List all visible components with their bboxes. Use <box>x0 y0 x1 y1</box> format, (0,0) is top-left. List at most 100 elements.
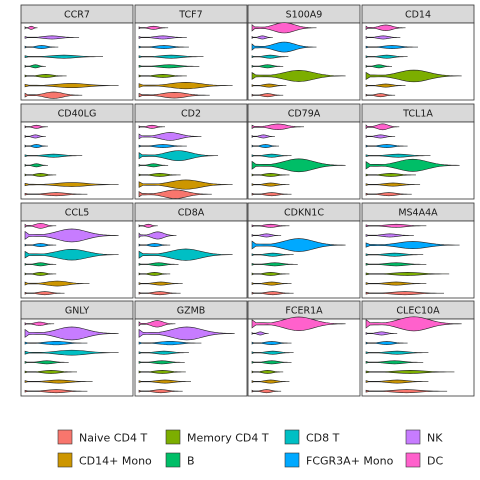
violin-cd40lg-b <box>24 163 48 168</box>
violin-ms4a4a-fcgr3a-mono <box>365 241 460 249</box>
violin-gnly-dc <box>24 321 55 326</box>
panel-ccr7: CCR7 <box>20 4 134 101</box>
legend-label: Naive CD4 T <box>79 432 147 445</box>
legend-label: NK <box>427 432 443 445</box>
panel-cd2: CD2 <box>134 103 248 200</box>
violin-ccl5-naive-cd4-t <box>24 291 65 296</box>
violin-s100a9-fcgr3a-mono <box>251 41 317 53</box>
legend-item-fcgr3a-mono: FCGR3A+ Mono <box>284 452 394 468</box>
violin-tcf7-naive-cd4-t <box>138 91 210 99</box>
violin-ccl5-cd14-mono <box>24 280 90 287</box>
violin-cd14-nk <box>365 35 401 40</box>
violin-gzmb-dc <box>138 320 176 328</box>
violin-ccr7-cd14-mono <box>24 83 119 89</box>
violin-gzmb-cd8-t <box>138 350 189 355</box>
panel-plot-area <box>247 220 361 299</box>
violin-cdkn1c-nk <box>251 233 282 238</box>
violin-cd79a-nk <box>251 134 275 139</box>
legend-swatch <box>165 429 181 445</box>
panel-plot-area <box>247 22 361 101</box>
violin-ccl5-nk <box>24 228 119 243</box>
panel-plot-area <box>361 22 475 101</box>
legend-label: Memory CD4 T <box>187 432 269 445</box>
violin-ccr7-memory-cd4-t <box>24 74 67 78</box>
violin-cdkn1c-cd14-mono <box>251 281 292 286</box>
panel-title-clec10a: CLEC10A <box>396 306 440 317</box>
violin-cd8a-cd14-mono <box>138 281 183 286</box>
panel-ms4a4a: MS4A4A <box>361 202 475 299</box>
panel-title-s100a9: S100A9 <box>286 10 323 21</box>
facet-panels: CCR7 TCF7 S100A9 CD14 CD40LG CD2 CD79A TCL1A CCL… <box>20 4 475 397</box>
violin-cd2-cd14-mono <box>138 179 233 190</box>
violin-cd2-naive-cd4-t <box>138 189 212 199</box>
panel-tcf7: TCF7 <box>134 4 248 101</box>
panel-title-cd40lg: CD40LG <box>58 109 97 120</box>
violin-cd14-b <box>365 64 393 69</box>
panel-title-ccl5: CCL5 <box>65 208 90 219</box>
violin-gnly-memory-cd4-t <box>24 370 78 374</box>
violin-gnly-naive-cd4-t <box>24 389 88 394</box>
violin-gzmb-memory-cd4-t <box>138 370 186 374</box>
violin-gzmb-nk <box>138 326 235 341</box>
panel-title-gzmb: GZMB <box>177 306 206 317</box>
violin-fcer1a-b <box>251 360 292 365</box>
violin-ms4a4a-cd14-mono <box>365 281 427 286</box>
legend-swatch <box>57 429 73 445</box>
violin-ms4a4a-dc <box>365 223 427 228</box>
violin-tcl1a-nk <box>365 134 396 139</box>
violin-cd79a-naive-cd4-t <box>251 192 292 197</box>
violin-cd40lg-cd14-mono <box>24 182 119 187</box>
violin-cd2-dc <box>138 124 166 129</box>
violin-fcer1a-cd8-t <box>251 350 294 355</box>
violin-cd40lg-nk <box>24 134 46 139</box>
violin-cdkn1c-memory-cd4-t <box>251 272 290 276</box>
violin-tcf7-memory-cd4-t <box>138 74 187 78</box>
panel-title-ms4a4a: MS4A4A <box>398 208 438 219</box>
violin-cd14-memory-cd4-t <box>365 69 462 83</box>
violin-s100a9-cd8-t <box>251 54 289 59</box>
violin-cdkn1c-fcgr3a-mono <box>251 238 346 252</box>
violin-clec10a-nk <box>365 331 398 336</box>
violin-tcl1a-memory-cd4-t <box>365 173 416 177</box>
legend-item-naive-cd4-t: Naive CD4 T <box>57 429 147 445</box>
violin-ccr7-dc <box>24 25 38 30</box>
violin-cd8a-memory-cd4-t <box>138 272 171 276</box>
panel-cd79a: CD79A <box>247 103 361 200</box>
legend-label: B <box>187 455 195 468</box>
panel-ccl5: CCL5 <box>20 202 134 299</box>
legend-swatch <box>165 452 181 468</box>
violin-fcer1a-naive-cd4-t <box>251 389 282 394</box>
violin-cd40lg-cd8-t <box>24 153 83 158</box>
violin-cd14-cd14-mono <box>365 83 406 88</box>
legend-item-memory-cd4-t: Memory CD4 T <box>165 429 269 445</box>
violin-cd14-naive-cd4-t <box>365 93 396 98</box>
violin-tcf7-fcgr3a-mono <box>138 45 189 49</box>
legend-item-b: B <box>165 452 195 468</box>
violin-clec10a-fcgr3a-mono <box>365 341 408 345</box>
violin-fcer1a-memory-cd4-t <box>251 370 284 374</box>
violin-cd2-memory-cd4-t <box>138 173 181 177</box>
panel-plot-area <box>361 220 475 299</box>
violin-cd14-fcgr3a-mono <box>365 45 419 49</box>
panel-title-gnly: GNLY <box>65 306 89 317</box>
panel-clec10a: CLEC10A <box>361 300 475 397</box>
violin-ccl5-memory-cd4-t <box>24 272 57 276</box>
violin-ccr7-naive-cd4-t <box>24 91 83 99</box>
violin-clec10a-memory-cd4-t <box>365 370 455 374</box>
violin-ccr7-nk <box>24 35 80 40</box>
panel-title-fcer1a: FCER1A <box>285 306 323 317</box>
legend-swatch <box>284 429 300 445</box>
panel-tcl1a: TCL1A <box>361 103 475 200</box>
violin-ccl5-fcgr3a-mono <box>24 243 57 247</box>
violin-ccr7-fcgr3a-mono <box>24 45 59 49</box>
violin-cdkn1c-dc <box>251 223 290 228</box>
panel-cd14: CD14 <box>361 4 475 101</box>
panel-title-ccr7: CCR7 <box>64 10 90 21</box>
violin-ms4a4a-nk <box>365 233 414 238</box>
violin-ccl5-dc <box>24 222 57 229</box>
violin-cd2-fcgr3a-mono <box>138 144 187 148</box>
panel-cdkn1c: CDKN1C <box>247 202 361 299</box>
violin-cd40lg-dc <box>24 124 48 129</box>
violin-cd8a-naive-cd4-t <box>138 291 181 296</box>
